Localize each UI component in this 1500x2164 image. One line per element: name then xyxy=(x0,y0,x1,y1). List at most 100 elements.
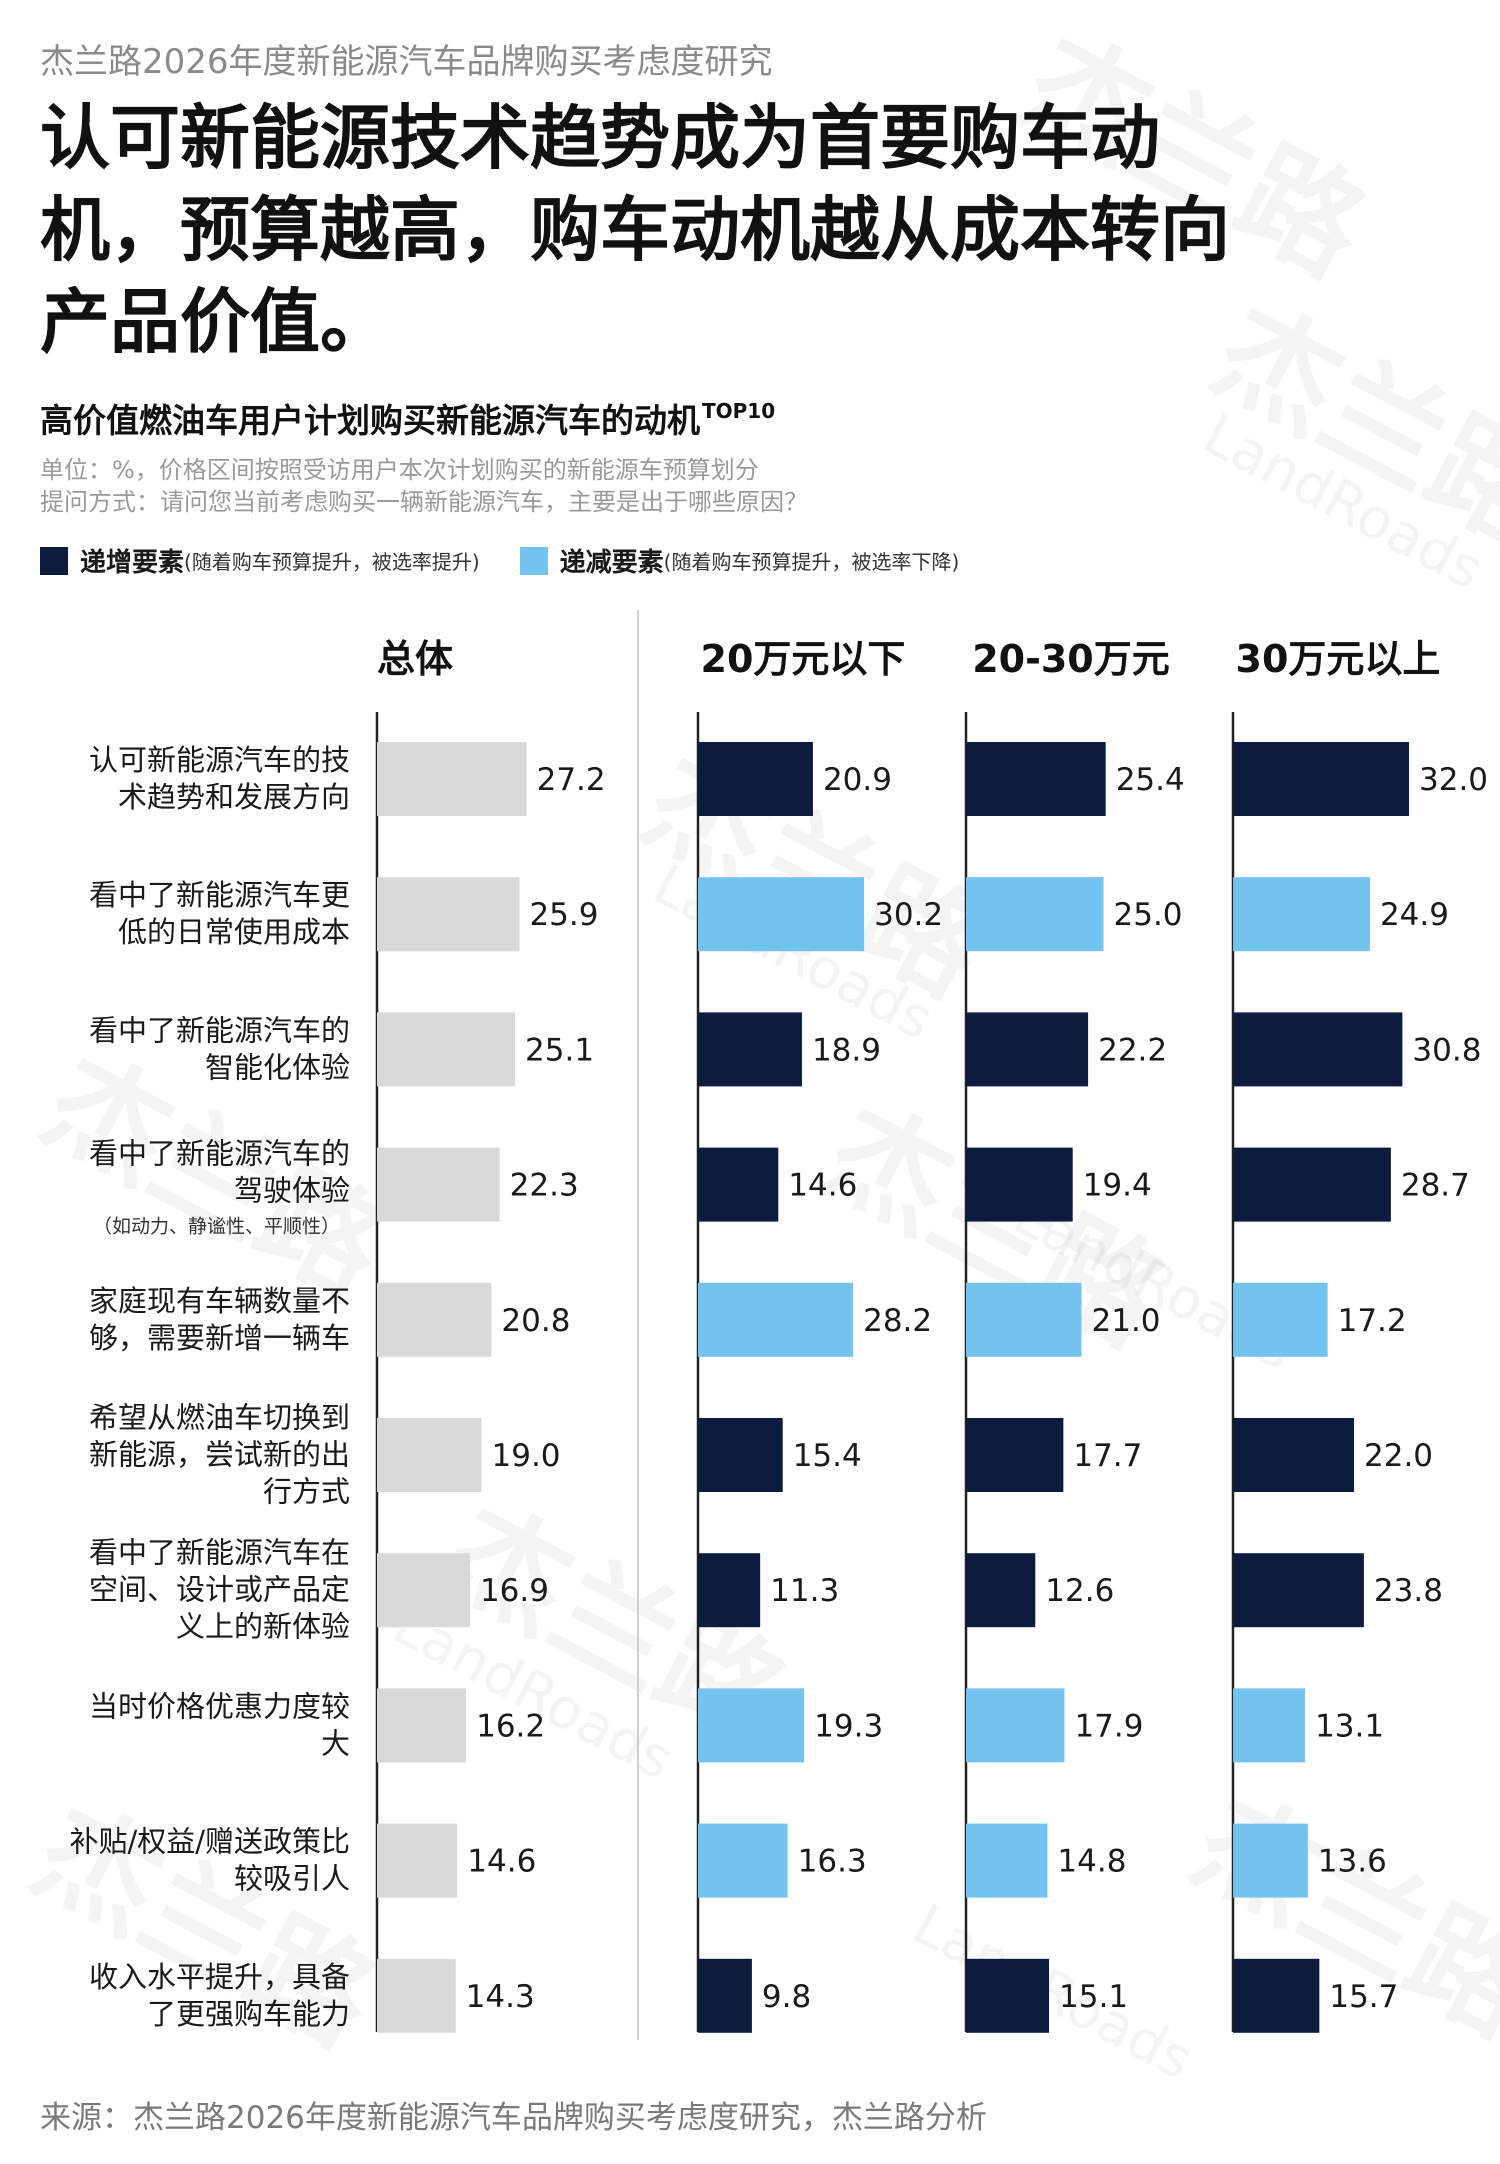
data-label: 15.1 xyxy=(1059,1979,1128,2015)
data-label: 16.2 xyxy=(476,1708,545,1744)
data-label: 15.7 xyxy=(1329,1979,1398,2015)
bar xyxy=(377,1012,516,1087)
category-label: 看中了新能源汽车在 xyxy=(89,1536,350,1570)
bar xyxy=(377,1282,492,1357)
legend-swatch-decreasing xyxy=(519,546,548,575)
data-label: 19.0 xyxy=(492,1438,561,1474)
chart-title-text: 高价值燃油车用户计划购买新能源汽车的动机 xyxy=(40,401,700,440)
bar xyxy=(966,1012,1089,1087)
category-label: 义上的新体验 xyxy=(176,1610,350,1644)
data-label: 15.4 xyxy=(793,1438,862,1474)
bar xyxy=(1233,1553,1364,1628)
category-label: 较吸引人 xyxy=(234,1862,350,1896)
category-label: 看中了新能源汽车更 xyxy=(89,878,350,912)
category-label: 收入水平提升，具备 xyxy=(89,1960,350,1994)
bar xyxy=(966,1958,1050,2033)
panel-header: 30万元以上 xyxy=(1236,637,1441,681)
data-label: 25.9 xyxy=(529,897,598,933)
bar xyxy=(966,742,1106,816)
category-label: 看中了新能源汽车的 xyxy=(89,1013,350,1047)
bar xyxy=(377,1553,470,1628)
data-label: 13.6 xyxy=(1318,1844,1387,1880)
data-label: 17.9 xyxy=(1074,1708,1143,1744)
panel-header: 总体 xyxy=(377,637,453,681)
data-label: 14.3 xyxy=(466,1979,535,2015)
data-label: 24.9 xyxy=(1380,897,1449,933)
legend-item-decreasing: 递减要素 (随着购车预算提升，被选率下降) xyxy=(519,542,960,579)
question-note: 提问方式：请问您当前考虑购买一辆新能源汽车，主要是出于哪些原因？ xyxy=(40,488,808,516)
category-label: 认可新能源汽车的技 xyxy=(89,743,350,777)
data-label: 25.0 xyxy=(1114,897,1183,933)
legend-swatch-increasing xyxy=(40,546,68,575)
category-label: 希望从燃油车切换到 xyxy=(89,1401,350,1435)
data-label: 28.2 xyxy=(863,1303,932,1339)
legend-label: 递增要素 xyxy=(80,548,185,578)
chart-title-sup: TOP10 xyxy=(702,399,776,423)
data-label: 23.8 xyxy=(1374,1573,1443,1609)
bar xyxy=(377,1958,456,2033)
data-label: 13.1 xyxy=(1315,1708,1384,1744)
bar xyxy=(1233,1958,1320,2033)
bar xyxy=(698,1012,802,1087)
bar xyxy=(966,877,1104,952)
data-label: 18.9 xyxy=(812,1032,881,1068)
bar xyxy=(1233,1418,1354,1492)
data-label: 16.9 xyxy=(480,1573,549,1609)
bar xyxy=(377,1688,467,1763)
data-label: 19.3 xyxy=(814,1708,883,1744)
data-label: 9.8 xyxy=(762,1979,811,2015)
watermark-text: LandRoads xyxy=(1193,402,1494,603)
data-label: 22.3 xyxy=(510,1168,579,1204)
data-label: 12.6 xyxy=(1045,1573,1114,1609)
data-label: 19.4 xyxy=(1083,1168,1152,1204)
legend-label: 递减要素 xyxy=(559,548,664,578)
data-label: 28.7 xyxy=(1401,1168,1470,1204)
category-label: 术趋势和发展方向 xyxy=(118,780,350,814)
data-label: 20.8 xyxy=(501,1303,570,1339)
category-label: 低的日常使用成本 xyxy=(118,915,350,949)
bar xyxy=(698,1688,805,1763)
bar xyxy=(698,1147,779,1222)
legend-item-increasing: 递增要素 (随着购车预算提升，被选率提升) xyxy=(40,542,480,579)
source-note: 来源：杰兰路2026年度新能源汽车品牌购买考虑度研究，杰兰路分析 xyxy=(40,2100,987,2136)
bar xyxy=(377,742,527,816)
category-label: 新能源，尝试新的出 xyxy=(89,1438,350,1472)
bar xyxy=(698,1553,761,1628)
data-label: 17.2 xyxy=(1338,1303,1407,1339)
bar xyxy=(1233,742,1409,816)
bar xyxy=(698,1418,783,1492)
data-label: 22.0 xyxy=(1364,1438,1433,1474)
bar xyxy=(698,1282,854,1357)
data-label: 17.7 xyxy=(1073,1438,1142,1474)
data-label: 27.2 xyxy=(537,762,606,798)
data-label: 14.6 xyxy=(788,1168,857,1204)
data-label: 21.0 xyxy=(1092,1303,1161,1339)
bar xyxy=(1233,1147,1391,1222)
bar xyxy=(377,877,520,952)
category-label: 当时价格优惠力度较 xyxy=(89,1689,350,1723)
bar xyxy=(698,742,813,816)
bar xyxy=(966,1418,1064,1492)
legend-description: (随着购车预算提升，被选率下降) xyxy=(663,550,960,574)
category-label: 够，需要新增一辆车 xyxy=(89,1321,350,1355)
data-label: 20.9 xyxy=(823,762,892,798)
panel-header: 20万元以下 xyxy=(701,637,906,681)
bar xyxy=(1233,1282,1328,1357)
bar xyxy=(698,1823,788,1898)
legend-description: (随着购车预算提升，被选率提升) xyxy=(184,550,480,574)
category-label: 补贴/权益/赠送政策比 xyxy=(69,1825,350,1859)
data-label: 30.8 xyxy=(1412,1032,1481,1068)
category-label: 行方式 xyxy=(263,1475,350,1509)
category-label: 家庭现有车辆数量不 xyxy=(89,1284,350,1318)
bar xyxy=(966,1553,1036,1628)
category-label: 大 xyxy=(321,1726,350,1760)
chart-title: 高价值燃油车用户计划购买新能源汽车的动机 TOP10 xyxy=(40,394,775,442)
bar xyxy=(698,1958,752,2033)
bar xyxy=(377,1418,482,1492)
page-headline: 认可新能源技术趋势成为首要购车动机，预算越高，购车动机越从成本转向产品价值。 xyxy=(40,97,1230,363)
bar xyxy=(966,1688,1065,1763)
panel-header: 20-30万元 xyxy=(972,637,1170,681)
bar xyxy=(1233,1823,1308,1898)
bar-chart: 总体 27.2 25.9 25.1 22.3 20.8 19.0 16.9 16.2 14.6 14… xyxy=(69,610,1488,2040)
bar xyxy=(966,1147,1073,1222)
